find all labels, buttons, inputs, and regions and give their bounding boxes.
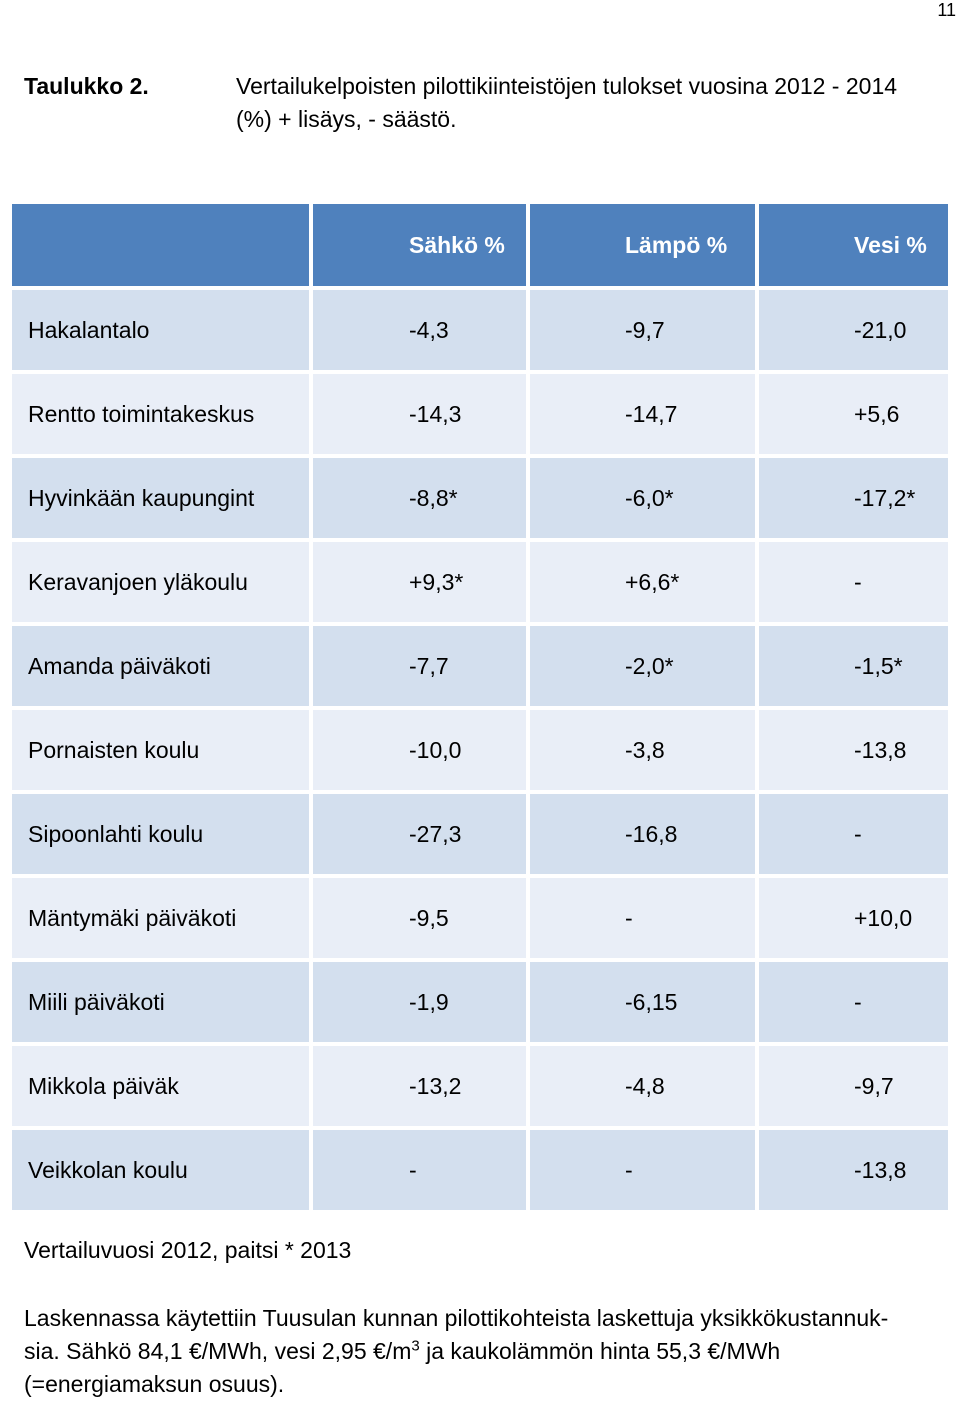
calculation-note-line2: sia. Sähkö 84,1 €/MWh, vesi 2,95 €/m3 ja… <box>24 1335 950 1368</box>
header-electricity: Sähkö % <box>313 204 526 290</box>
heat-value: -14,7 <box>530 374 755 458</box>
table-row: Miili päiväkoti -1,9 -6,15 - <box>12 962 948 1046</box>
table-row: Mikkola päiväk -13,2 -4,8 -9,7 <box>12 1046 948 1130</box>
results-table: Sähkö % Lämpö % Vesi % Hakalantalo -4,3 … <box>8 204 952 1214</box>
row-name: Mikkola päiväk <box>12 1046 309 1130</box>
electricity-value: -4,3 <box>313 290 526 374</box>
table-row: Hyvinkään kaupungint -8,8* -6,0* -17,2* <box>12 458 948 542</box>
water-value: -9,7 <box>759 1046 948 1130</box>
electricity-value: - <box>313 1130 526 1214</box>
row-name: Amanda päiväkoti <box>12 626 309 710</box>
electricity-value: -8,8* <box>313 458 526 542</box>
heat-value: -6,0* <box>530 458 755 542</box>
electricity-value: -7,7 <box>313 626 526 710</box>
row-name: Miili päiväkoti <box>12 962 309 1046</box>
water-value: - <box>759 542 948 626</box>
calculation-note: Laskennassa käytettiin Tuusulan kunnan p… <box>24 1302 950 1401</box>
row-name: Keravanjoen yläkoulu <box>12 542 309 626</box>
row-name: Rentto toimintakeskus <box>12 374 309 458</box>
electricity-value: -27,3 <box>313 794 526 878</box>
header-empty <box>12 204 309 290</box>
heat-value: -9,7 <box>530 290 755 374</box>
water-value: - <box>759 962 948 1046</box>
water-value: +5,6 <box>759 374 948 458</box>
table-row: Sipoonlahti koulu -27,3 -16,8 - <box>12 794 948 878</box>
row-name: Sipoonlahti koulu <box>12 794 309 878</box>
calculation-note-line1: Laskennassa käytettiin Tuusulan kunnan p… <box>24 1305 889 1331</box>
page-number: 11 <box>937 0 956 20</box>
heat-value: -16,8 <box>530 794 755 878</box>
heat-value: -6,15 <box>530 962 755 1046</box>
row-name: Pornaisten koulu <box>12 710 309 794</box>
heat-value: - <box>530 878 755 962</box>
table-row: Rentto toimintakeskus -14,3 -14,7 +5,6 <box>12 374 948 458</box>
water-value: -1,5* <box>759 626 948 710</box>
reference-year-note: Vertailuvuosi 2012, paitsi * 2013 <box>24 1237 352 1263</box>
electricity-value: -10,0 <box>313 710 526 794</box>
water-value: -13,8 <box>759 710 948 794</box>
table-row: Keravanjoen yläkoulu +9,3* +6,6* - <box>12 542 948 626</box>
calculation-note-line2-end: ja kaukolämmön hinta 55,3 €/MWh <box>419 1338 781 1364</box>
water-value: - <box>759 794 948 878</box>
water-value: -21,0 <box>759 290 948 374</box>
water-value: -17,2* <box>759 458 948 542</box>
heat-value: -2,0* <box>530 626 755 710</box>
water-value: +10,0 <box>759 878 948 962</box>
heat-value: -3,8 <box>530 710 755 794</box>
caption-text-line2: (%) + lisäys, - säästö. <box>236 106 457 132</box>
table-row: Veikkolan koulu - - -13,8 <box>12 1130 948 1214</box>
table-row: Amanda päiväkoti -7,7 -2,0* -1,5* <box>12 626 948 710</box>
electricity-value: -14,3 <box>313 374 526 458</box>
caption-text-line1: Vertailukelpoisten pilottikiinteistöjen … <box>236 73 898 99</box>
row-name: Veikkolan koulu <box>12 1130 309 1214</box>
row-name: Hyvinkään kaupungint <box>12 458 309 542</box>
calculation-note-line3: (=energiamaksun osuus). <box>24 1371 285 1397</box>
electricity-value: +9,3* <box>313 542 526 626</box>
electricity-value: -1,9 <box>313 962 526 1046</box>
table-row: Mäntymäki päiväkoti -9,5 - +10,0 <box>12 878 948 962</box>
calculation-note-line2-start: sia. Sähkö 84,1 €/MWh, vesi 2,95 €/m <box>24 1338 412 1364</box>
water-value: -13,8 <box>759 1130 948 1214</box>
heat-value: -4,8 <box>530 1046 755 1130</box>
cubic-superscript: 3 <box>411 1337 420 1355</box>
electricity-value: -13,2 <box>313 1046 526 1130</box>
caption-label: Taulukko 2. <box>24 73 149 99</box>
heat-value: +6,6* <box>530 542 755 626</box>
heat-value: - <box>530 1130 755 1214</box>
header-water: Vesi % <box>759 204 948 290</box>
table-header-row: Sähkö % Lämpö % Vesi % <box>12 204 948 290</box>
row-name: Mäntymäki päiväkoti <box>12 878 309 962</box>
header-heat: Lämpö % <box>530 204 755 290</box>
row-name: Hakalantalo <box>12 290 309 374</box>
table-row: Pornaisten koulu -10,0 -3,8 -13,8 <box>12 710 948 794</box>
electricity-value: -9,5 <box>313 878 526 962</box>
table-row: Hakalantalo -4,3 -9,7 -21,0 <box>12 290 948 374</box>
